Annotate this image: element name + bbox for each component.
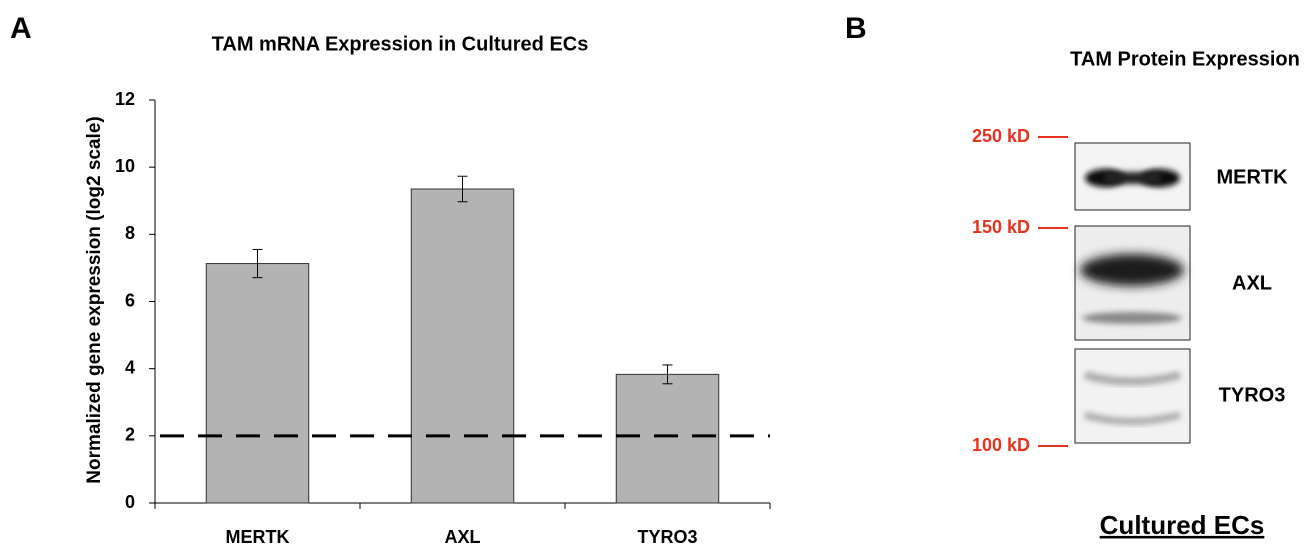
protein-label: AXL	[1232, 272, 1272, 294]
marker-label: 150 kD	[972, 217, 1030, 237]
protein-label: MERTK	[1216, 166, 1288, 188]
blot-band	[1080, 254, 1184, 286]
bar	[616, 374, 719, 503]
marker-label: 100 kD	[972, 435, 1030, 455]
x-tick-label: MERTK	[226, 527, 290, 546]
x-tick-label: AXL	[445, 527, 481, 546]
panel-label: B	[845, 12, 867, 45]
blot-caption: Cultured ECs	[1100, 510, 1265, 540]
y-tick-label: 4	[125, 357, 135, 377]
y-axis-label: Normalized gene expression (log2 scale)	[84, 116, 105, 483]
blot-band	[1105, 172, 1160, 184]
marker-label: 250 kD	[972, 126, 1030, 146]
blot-band	[1082, 312, 1182, 324]
blot-title: TAM Protein Expression	[1070, 48, 1300, 70]
page: {"chart_data": {"type": "bar", "panel_la…	[0, 0, 1315, 546]
protein-label: TYRO3	[1219, 384, 1286, 406]
panel-label: A	[10, 12, 32, 45]
blot-panel	[1075, 349, 1190, 443]
chart-title: TAM mRNA Expression in Cultured ECs	[212, 33, 589, 55]
bar	[411, 189, 514, 503]
y-tick-label: 8	[125, 223, 135, 243]
bar	[206, 264, 309, 503]
blot-images	[1075, 143, 1190, 443]
y-tick-label: 10	[115, 156, 135, 176]
y-tick-label: 0	[125, 492, 135, 512]
y-tick-label: 6	[125, 290, 135, 310]
figure: A TAM mRNA Expression in Cultured ECs No…	[0, 0, 1315, 546]
y-tick-label: 2	[125, 425, 135, 445]
y-tick-label: 12	[115, 89, 135, 109]
x-tick-label: TYRO3	[637, 527, 697, 546]
